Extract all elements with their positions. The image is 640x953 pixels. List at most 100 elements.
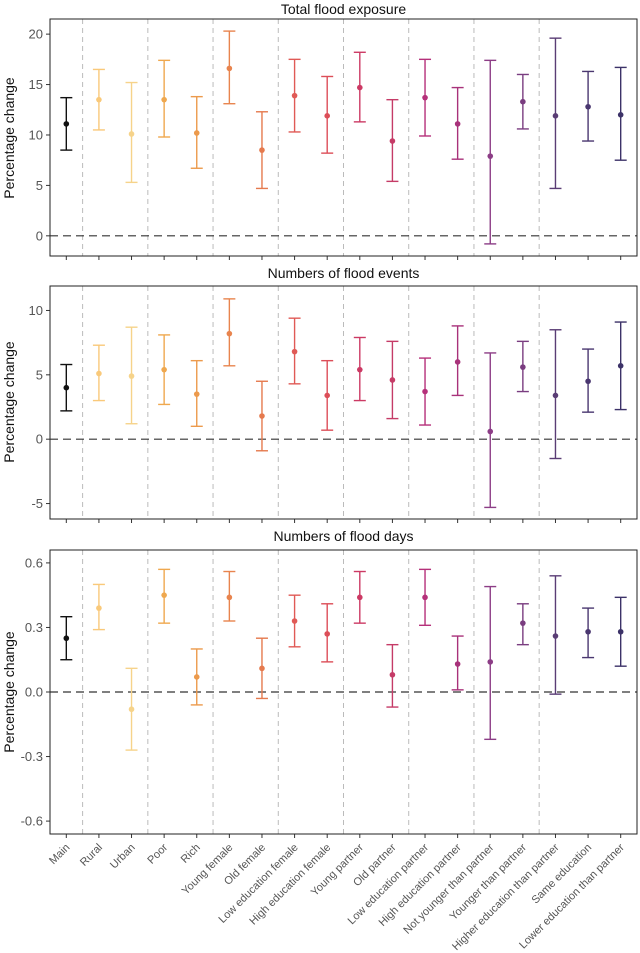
errorbar-old-female <box>255 637 268 700</box>
x-category-label: Rich <box>179 842 203 866</box>
y-tick-label: -5 <box>31 496 43 511</box>
errorbar-old-female <box>255 380 268 452</box>
plot-frame <box>49 18 638 257</box>
panel-title: Total flood exposure <box>281 1 407 17</box>
estimate-point <box>128 373 135 379</box>
estimate-point <box>520 364 526 370</box>
estimate-point <box>422 94 428 101</box>
errorbar-high-education-partner <box>451 635 464 691</box>
estimate-point <box>193 674 200 680</box>
errorbar-main <box>60 615 73 661</box>
errorbar-not-younger-than-partner <box>484 352 497 509</box>
errorbar-rural <box>92 583 105 631</box>
panel-2: Numbers of flood events Percentage change… <box>1 265 638 523</box>
errorbar-young-partner <box>353 570 366 624</box>
estimate-point <box>389 377 396 383</box>
errorbar-younger-than-partner <box>516 73 529 130</box>
estimate-point <box>617 112 624 118</box>
errorbar-rich <box>190 359 203 428</box>
errorbar-not-younger-than-partner <box>484 585 497 741</box>
estimate-point <box>552 633 559 639</box>
errorbar-higher-education-than-partner <box>549 575 562 695</box>
estimate-point <box>324 113 330 119</box>
errorbar-main <box>60 363 73 412</box>
y-tick-label: -0.3 <box>21 749 43 764</box>
estimate-point <box>259 665 265 672</box>
x-category-label: Poor <box>145 841 170 866</box>
errorbar-younger-than-partner <box>516 340 529 393</box>
errorbar-same-education <box>582 607 595 659</box>
estimate-point <box>357 84 363 91</box>
estimate-point <box>617 363 624 369</box>
estimate-point <box>454 121 461 127</box>
estimate-point <box>487 659 494 665</box>
panel-1: Total flood exposure Percentage change 0 5 1… <box>1 1 638 260</box>
y-tick-label: 0 <box>36 228 43 243</box>
errorbar-poor <box>158 568 171 624</box>
errorbar-poor <box>158 59 171 138</box>
panel-3: Numbers of flood days Percentage change -0… <box>1 528 638 838</box>
errorbar-lower-education-than-partner <box>614 596 627 667</box>
estimate-point <box>585 378 591 385</box>
errorbar-old-female <box>255 111 268 190</box>
estimate-point <box>389 138 396 144</box>
estimate-point <box>226 65 233 72</box>
estimate-point <box>193 130 200 136</box>
errorbar-young-female <box>223 30 236 105</box>
estimate-point <box>357 366 363 373</box>
errorbar-urban <box>125 667 138 751</box>
y-tick-label: 0.0 <box>25 685 43 700</box>
y-tick-label: 10 <box>29 303 43 318</box>
errorbar-rural <box>92 68 105 131</box>
errorbar-same-education <box>582 70 595 142</box>
estimate-point <box>63 635 70 642</box>
estimate-point <box>291 92 298 99</box>
x-category-label: Rural <box>78 842 105 869</box>
estimate-point <box>193 391 200 397</box>
x-category-label: Main <box>47 842 72 867</box>
estimate-point <box>161 592 167 598</box>
errorbar-low-education-female <box>288 317 301 385</box>
estimate-point <box>454 359 461 365</box>
errorbar-young-partner <box>353 336 366 402</box>
errorbar-rich <box>190 648 203 706</box>
estimate-point <box>324 631 330 637</box>
y-tick-label: 0 <box>36 432 43 447</box>
errorbar-old-partner <box>386 98 399 183</box>
errorbar-low-education-female <box>288 594 301 648</box>
errorbar-higher-education-than-partner <box>549 329 562 460</box>
errorbar-urban <box>125 81 138 184</box>
estimate-point <box>552 113 559 119</box>
y-axis-label: Percentage change <box>1 631 17 753</box>
panel-title: Numbers of flood events <box>268 265 420 281</box>
errorbar-lower-education-than-partner <box>614 321 627 411</box>
estimate-point <box>520 620 526 626</box>
estimate-point <box>487 153 494 159</box>
errorbar-high-education-partner <box>451 325 464 397</box>
errorbar-high-education-female <box>321 75 334 154</box>
y-tick-label: 15 <box>29 77 43 92</box>
estimate-point <box>128 706 135 713</box>
estimate-point <box>161 96 167 103</box>
estimate-point <box>487 428 494 435</box>
errorbar-young-female <box>223 570 236 622</box>
y-tick-label: 10 <box>29 127 43 142</box>
estimate-point <box>96 605 102 611</box>
errorbar-high-education-partner <box>451 86 464 160</box>
errorbar-main <box>60 96 73 151</box>
estimate-point <box>585 103 591 110</box>
errorbar-younger-than-partner <box>516 603 529 646</box>
estimate-point <box>357 594 363 601</box>
estimate-point <box>96 96 102 103</box>
estimate-point <box>128 131 135 137</box>
errorbar-high-education-female <box>321 603 334 663</box>
estimate-point <box>226 594 233 601</box>
y-tick-label: 5 <box>36 178 43 193</box>
estimate-point <box>454 661 461 667</box>
errorbar-lower-education-than-partner <box>614 66 627 161</box>
errorbar-old-partner <box>386 340 399 420</box>
x-category-label: Same education <box>530 842 595 907</box>
y-tick-label: 0.6 <box>25 555 43 570</box>
errorbar-young-female <box>223 298 236 367</box>
estimate-point <box>324 392 330 399</box>
